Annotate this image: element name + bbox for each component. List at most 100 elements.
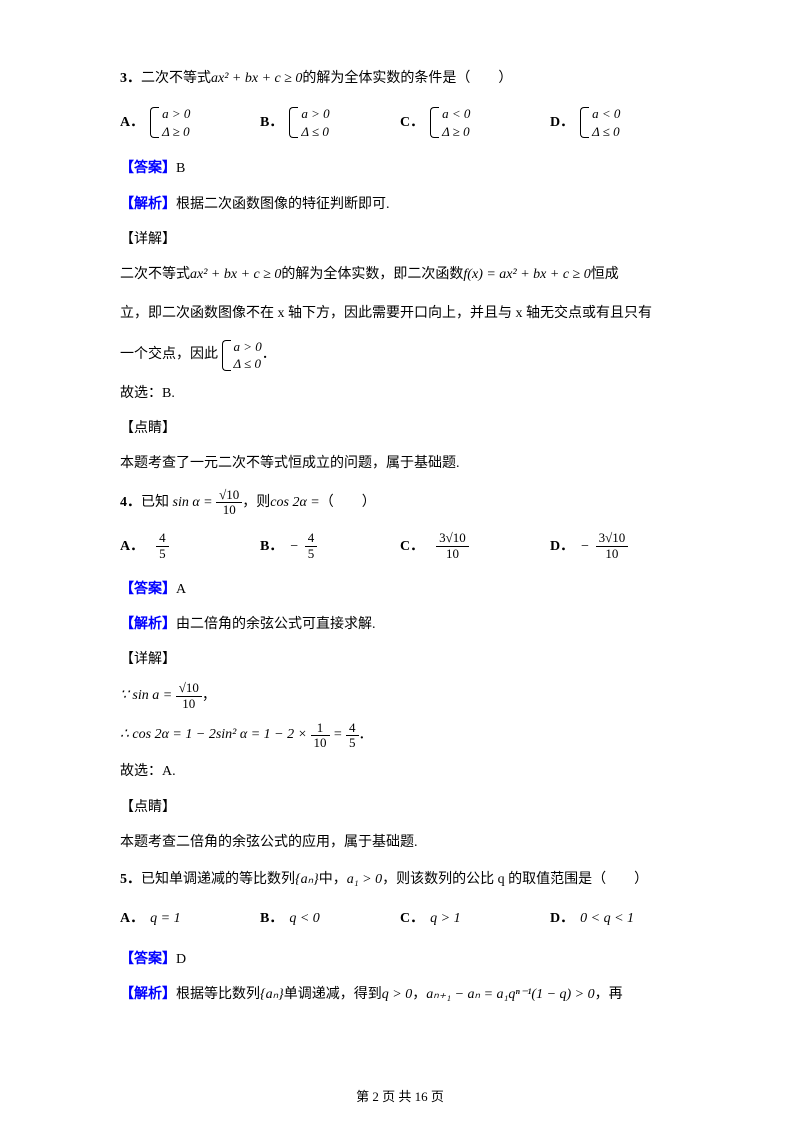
frac-den: 5 (346, 735, 359, 750)
neg: − (289, 534, 298, 559)
text: 的解为全体实数，即二次函数 (281, 267, 463, 282)
q5-option-d: D． 0 < q < 1 (550, 906, 680, 931)
option-label: C． (400, 534, 424, 559)
q3-detail-label: 【详解】 (120, 227, 680, 252)
q4-option-d: D． − 3√10 10 (550, 531, 680, 561)
math: cos 2α = (270, 495, 319, 510)
math: aₙ₊₁ − aₙ = a₁qⁿ⁻¹(1 − q) > 0 (426, 987, 594, 1002)
brace-icon: a > 0 Δ ≤ 0 (289, 105, 329, 140)
option-label: B． (260, 534, 283, 559)
math: a₁ > 0 (347, 872, 382, 887)
text: ． (359, 728, 373, 743)
option-label: C． (400, 906, 424, 931)
option-label: C． (400, 110, 424, 135)
text: 单调递减，得到 (284, 987, 382, 1002)
option-label: D． (550, 534, 574, 559)
fraction: 1 10 (311, 721, 330, 751)
frac-num: 4 (305, 531, 318, 545)
frac-den: 5 (305, 546, 318, 561)
q4-step1: ∵ sin a = √10 10 ， (120, 681, 680, 712)
q5-analysis: 【解析】根据等比数列{aₙ}单调递减，得到q > 0，aₙ₊₁ − aₙ = a… (120, 982, 680, 1007)
brace-icon: a < 0 Δ ≤ 0 (580, 105, 620, 140)
analysis-label: 【解析】 (120, 987, 176, 1002)
math: ax² + bx + c ≥ 0 (190, 267, 281, 282)
brace-row: a < 0 (442, 105, 470, 123)
frac-den: 5 (156, 546, 169, 561)
brace-row: a > 0 (162, 105, 190, 123)
q3-expr: ax² + bx + c ≥ 0 (211, 71, 302, 86)
q5-option-a: A． q = 1 (120, 906, 260, 931)
brace-row: Δ ≥ 0 (442, 123, 470, 141)
option-label: B． (260, 906, 283, 931)
option-label: A． (120, 906, 144, 931)
q3-options: A． a > 0 Δ ≥ 0 B． a > 0 Δ ≤ 0 C． a < 0 Δ… (120, 105, 680, 140)
q4-so: 故选：A. (120, 759, 680, 784)
option-label: D． (550, 906, 574, 931)
brace-row: a > 0 (234, 338, 262, 356)
frac-num: 4 (346, 721, 359, 735)
fraction: 4 5 (156, 531, 169, 561)
brace-icon: a < 0 Δ ≥ 0 (430, 105, 470, 140)
frac-den: 10 (216, 502, 242, 517)
text: （ ） (320, 495, 376, 510)
q4-number: 4． (120, 495, 141, 510)
answer-label: 【答案】 (120, 161, 176, 176)
math: 0 < q < 1 (580, 906, 634, 931)
math: ∵ sin a = (120, 688, 172, 703)
frac-num: √10 (176, 681, 202, 695)
q4-detail-label: 【详解】 (120, 647, 680, 672)
q4-options: A． 4 5 B． − 4 5 C． 3√10 10 D． − (120, 531, 680, 561)
math: q > 0 (382, 987, 412, 1002)
analysis-label: 【解析】 (120, 617, 176, 632)
math: {aₙ} (295, 872, 319, 887)
brace-row: a > 0 (301, 105, 329, 123)
text: ，则 (242, 495, 270, 510)
math: {aₙ} (260, 987, 284, 1002)
q4-step2: ∴ cos 2α = 1 − 2sin² α = 1 − 2 × 1 10 = … (120, 720, 680, 751)
q5-option-c: C． q > 1 (400, 906, 550, 931)
brace-row: Δ ≥ 0 (162, 123, 190, 141)
q4-comment: 本题考查二倍角的余弦公式的应用，属于基础题. (120, 828, 680, 859)
brace-row: Δ ≤ 0 (301, 123, 329, 141)
fraction: 3√10 10 (596, 531, 629, 561)
text: 根据等比数列 (176, 987, 260, 1002)
frac-num: 1 (311, 721, 330, 735)
fraction: 4 5 (346, 721, 359, 751)
text: ，则该数列的公比 q 的取值范围是（ ） (382, 872, 648, 887)
q4-option-a: A． 4 5 (120, 531, 260, 561)
math: q > 1 (430, 906, 460, 931)
q3-stem-pre: 二次不等式 (141, 71, 211, 86)
option-label: D． (550, 110, 574, 135)
math: sin α = (173, 495, 213, 510)
frac-den: 10 (596, 546, 629, 561)
analysis-text: 根据二次函数图像的特征判断即可. (176, 197, 390, 212)
frac-num: 3√10 (436, 531, 469, 545)
q4-analysis: 【解析】由二倍角的余弦公式可直接求解. (120, 612, 680, 637)
analysis-text: 由二倍角的余弦公式可直接求解. (176, 617, 376, 632)
brace-icon: a > 0 Δ ≥ 0 (150, 105, 190, 140)
q4-answer: 【答案】A (120, 577, 680, 602)
q3-answer: 【答案】B (120, 156, 680, 181)
answer-value: A (176, 582, 186, 597)
q3-analysis: 【解析】根据二次函数图像的特征判断即可. (120, 192, 680, 217)
math: q < 0 (289, 906, 319, 931)
q5-number: 5． (120, 872, 141, 887)
q3-detail-p1: 二次不等式ax² + bx + c ≥ 0的解为全体实数，即二次函数f(x) =… (120, 260, 680, 291)
analysis-label: 【解析】 (120, 197, 176, 212)
text: 一个交点，因此 (120, 347, 218, 362)
frac-den: 10 (311, 735, 330, 750)
q3-so: 故选：B. (120, 381, 680, 406)
fraction: 4 5 (305, 531, 318, 561)
frac-num: 4 (156, 531, 169, 545)
q4-option-c: C． 3√10 10 (400, 531, 550, 561)
q3-option-b: B． a > 0 Δ ≤ 0 (260, 105, 400, 140)
q3-option-a: A． a > 0 Δ ≥ 0 (120, 105, 260, 140)
q3-option-d: D． a < 0 Δ ≤ 0 (550, 105, 680, 140)
q3-number: 3． (120, 71, 141, 86)
text: ， (202, 688, 216, 703)
frac-den: 10 (436, 546, 469, 561)
text: ，再 (595, 987, 623, 1002)
frac-den: 10 (176, 696, 202, 711)
q4-option-b: B． − 4 5 (260, 531, 400, 561)
q5-answer: 【答案】D (120, 947, 680, 972)
